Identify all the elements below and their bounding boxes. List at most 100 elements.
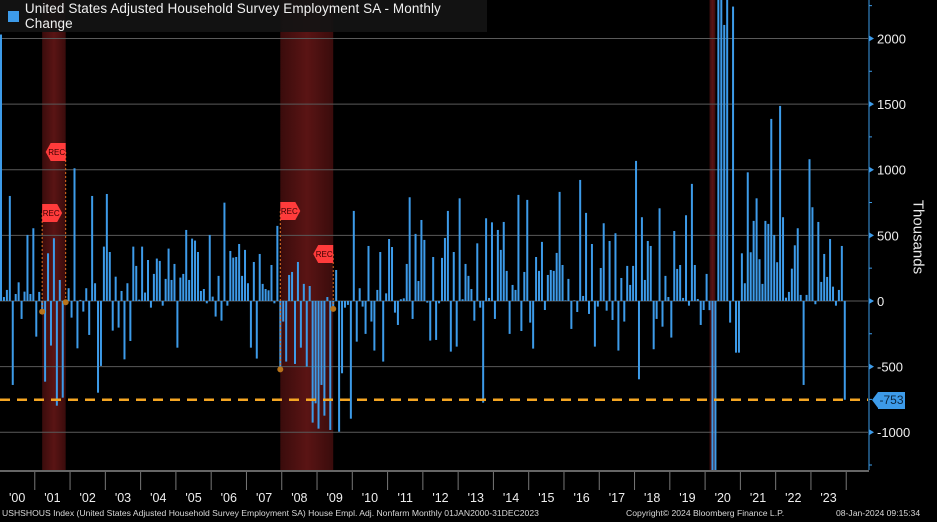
bar [655,300,658,319]
bar [376,289,379,301]
bar [29,293,32,301]
bar [646,240,649,301]
bar [708,300,711,311]
bar [73,168,76,301]
bar [391,247,394,301]
bar [755,198,758,301]
x-tick-label: '14 [503,491,519,505]
bar [396,300,399,325]
bar [505,270,508,301]
bar [179,277,182,301]
bar [826,276,829,301]
bar [814,300,817,305]
bar [538,270,541,301]
bar [438,300,441,304]
bar [682,297,685,301]
bar [17,282,20,301]
bar [232,257,235,301]
bar [517,194,520,301]
bar [14,293,17,301]
x-tick-label: '23 [820,491,836,505]
bar [244,249,247,301]
bar [779,105,782,301]
x-tick-label: '17 [609,491,625,505]
last-value-label: -753 [878,392,905,409]
y-tick-arrow [869,363,874,370]
x-tick-label: '20 [715,491,731,505]
bar [414,233,417,301]
bar [449,300,452,352]
bar [147,260,149,301]
recession-start-marker [280,202,301,220]
bar [723,24,726,301]
bar [141,246,144,301]
x-tick-label: '05 [185,491,201,505]
bar [267,290,270,301]
x-tick-label: '04 [150,491,166,505]
bar [640,217,643,301]
bar [699,300,702,325]
bar [585,212,588,301]
bar [752,220,755,301]
bar [817,221,820,301]
recession-marker-label: REC [48,148,65,157]
bar [740,253,743,301]
bar [120,290,123,301]
y-tick-label: 1000 [877,163,906,178]
bar [840,245,843,301]
bar [717,0,720,301]
bar [355,300,358,342]
bar [508,300,511,334]
bar [490,222,493,301]
bar [270,264,273,301]
bar [132,246,135,301]
bar [194,240,197,301]
bar [590,243,593,301]
bar [202,289,205,301]
bar [417,281,420,301]
bar [388,239,391,301]
bar [158,260,161,301]
bar [343,300,346,308]
bar [602,223,605,301]
bar [314,300,317,404]
bar [429,300,432,341]
bar [617,300,620,351]
bar [149,300,152,308]
x-tick-label: '10 [362,491,378,505]
bar [164,278,167,301]
bar [705,273,708,301]
bar [49,300,52,346]
recession-marker-label: REC [281,207,298,216]
x-tick-label: '13 [468,491,484,505]
bar [714,300,717,470]
bar [229,250,232,301]
recession-start-dot [277,366,284,373]
y-tick-arrow [869,101,874,108]
bar [358,288,361,301]
chart-title: United States Adjusted Household Survey … [24,1,441,31]
recession-markers: REC REC REC REC [39,143,337,373]
bar [485,218,488,301]
bar [664,275,667,301]
bar [720,0,723,301]
bar [458,198,461,301]
bar [352,210,355,301]
bar [220,300,223,321]
bar [0,34,2,301]
bar [690,183,693,301]
bar [85,288,88,301]
recession-marker-label: REC [43,209,60,218]
bar [805,294,808,301]
bar [593,300,596,347]
bar [305,300,308,367]
bar [476,243,479,301]
bar [23,291,26,301]
bar [320,300,323,385]
bar [649,245,652,301]
bar [405,263,408,301]
bar [464,263,467,301]
bar [411,300,414,319]
bar [834,300,837,306]
bar [793,245,796,301]
